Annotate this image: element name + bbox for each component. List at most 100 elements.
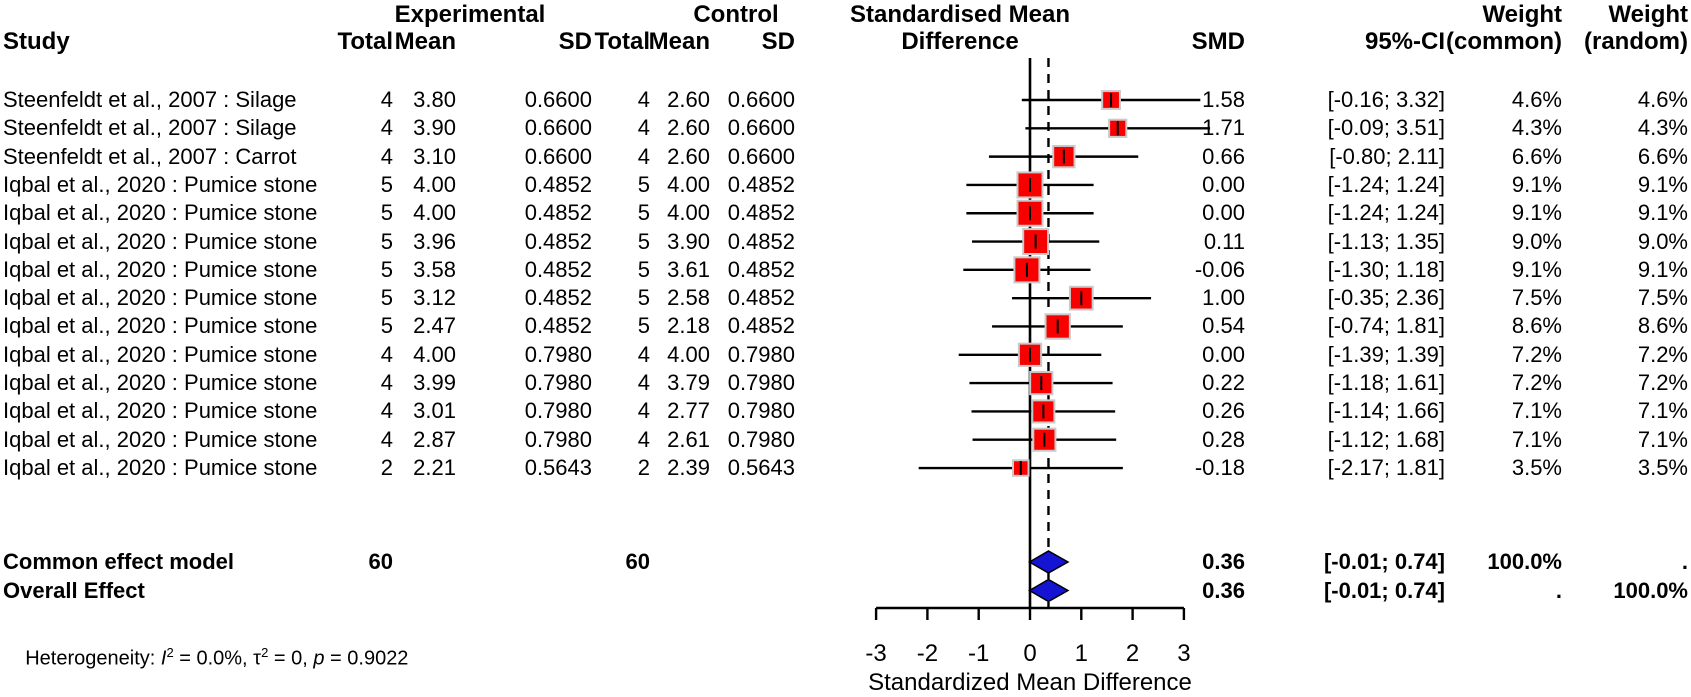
x-axis-tick-label: 1 bbox=[1075, 640, 1088, 667]
row-value-exp-mean: 3.90 bbox=[413, 115, 456, 141]
study-label: Iqbal et al., 2020 : Pumice stone bbox=[3, 200, 318, 226]
p-symbol: p bbox=[313, 647, 325, 670]
i-squared-value: = 0.0%, bbox=[173, 647, 254, 670]
row-value-ctl-total: 4 bbox=[637, 143, 650, 169]
x-axis-tick-label: -1 bbox=[968, 640, 989, 667]
col-header-weight-common-line2: (common) bbox=[1446, 28, 1562, 55]
row-value-exp-total: 4 bbox=[380, 426, 393, 452]
row-value-ci-text: [-1.24; 1.24] bbox=[1327, 171, 1445, 197]
row-value-w-random: 8.6% bbox=[1637, 313, 1688, 339]
row-value-exp-total: 2 bbox=[380, 455, 393, 481]
row-value-w-common: 7.2% bbox=[1511, 341, 1562, 367]
col-header-smd: SMD bbox=[1191, 28, 1245, 55]
row-value-exp-total: 5 bbox=[380, 200, 393, 226]
row-value-ctl-sd: 0.4852 bbox=[727, 228, 795, 254]
row-value-ci-text: [-1.30; 1.18] bbox=[1327, 256, 1445, 282]
row-value-ctl-sd: 0.5643 bbox=[727, 455, 795, 481]
row-value-w-random: 4.3% bbox=[1637, 115, 1688, 141]
row-value-ctl-mean: 2.58 bbox=[667, 285, 710, 311]
row-value-ctl-total: 5 bbox=[637, 200, 650, 226]
row-value-w-random: 7.1% bbox=[1637, 398, 1688, 424]
row-value-ctl-sd: 0.6600 bbox=[727, 87, 795, 112]
study-label: Iqbal et al., 2020 : Pumice stone bbox=[3, 285, 318, 311]
row-value-ctl-sd: 0.6600 bbox=[727, 115, 795, 141]
study-label: Iqbal et al., 2020 : Pumice stone bbox=[3, 228, 318, 254]
row-value-ctl-mean: 4.00 bbox=[667, 341, 710, 367]
row-value-ctl-mean: 3.79 bbox=[667, 370, 710, 396]
summary-value-exp-total: 60 bbox=[368, 549, 393, 574]
row-value-w-common: 8.6% bbox=[1511, 313, 1562, 339]
row-value-ctl-total: 4 bbox=[637, 87, 650, 112]
row-value-ctl-total: 5 bbox=[637, 285, 650, 311]
row-value-w-random: 9.1% bbox=[1637, 171, 1688, 197]
summary-value-w-common: 100.0% bbox=[1487, 549, 1562, 574]
row-value-exp-total: 5 bbox=[380, 313, 393, 339]
study-label: Iqbal et al., 2020 : Pumice stone bbox=[3, 370, 318, 396]
row-value-exp-sd: 0.7980 bbox=[524, 370, 592, 396]
x-axis-tick-label: 0 bbox=[1023, 640, 1036, 667]
row-value-w-common: 9.1% bbox=[1511, 171, 1562, 197]
row-value-exp-total: 5 bbox=[380, 171, 393, 197]
row-value-ctl-mean: 3.61 bbox=[667, 256, 710, 282]
row-value-exp-total: 4 bbox=[380, 341, 393, 367]
row-value-ctl-total: 5 bbox=[637, 228, 650, 254]
row-value-w-random: 3.5% bbox=[1637, 455, 1688, 481]
x-axis-title: Standardized Mean Difference bbox=[868, 669, 1192, 696]
summary-value-ci-text: [-0.01; 0.74] bbox=[1323, 549, 1445, 574]
row-value-ci-text: [-1.24; 1.24] bbox=[1327, 200, 1445, 226]
row-value-exp-sd: 0.7980 bbox=[524, 398, 592, 424]
row-value-exp-mean: 3.10 bbox=[413, 143, 456, 169]
row-value-smd-text: 0.54 bbox=[1202, 313, 1245, 339]
row-value-w-random: 9.1% bbox=[1637, 200, 1688, 226]
summary-value-smd-text: 0.36 bbox=[1202, 577, 1245, 603]
row-value-exp-total: 5 bbox=[380, 256, 393, 282]
row-value-w-common: 9.1% bbox=[1511, 200, 1562, 226]
row-value-ctl-sd: 0.6600 bbox=[727, 143, 795, 169]
row-value-ci-text: [-0.09; 3.51] bbox=[1327, 115, 1445, 141]
col-header-exp-sd: SD bbox=[558, 28, 592, 55]
col-header-ctl-mean: Mean bbox=[648, 28, 710, 55]
effect-square bbox=[1022, 228, 1050, 256]
row-value-ctl-sd: 0.4852 bbox=[727, 285, 795, 311]
row-value-exp-mean: 3.01 bbox=[413, 398, 456, 424]
study-label: Iqbal et al., 2020 : Pumice stone bbox=[3, 398, 318, 424]
row-value-smd-text: -0.06 bbox=[1194, 256, 1245, 282]
study-label: Iqbal et al., 2020 : Pumice stone bbox=[3, 341, 318, 367]
row-value-exp-sd: 0.6600 bbox=[524, 115, 592, 141]
col-header-ctl-sd: SD bbox=[761, 28, 795, 55]
row-value-exp-mean: 4.00 bbox=[413, 341, 456, 367]
x-axis-tick-label: 3 bbox=[1177, 640, 1190, 667]
row-value-ctl-total: 5 bbox=[637, 256, 650, 282]
row-value-smd-text: 0.22 bbox=[1202, 370, 1245, 396]
row-value-w-common: 6.6% bbox=[1511, 143, 1562, 169]
row-value-ctl-mean: 2.61 bbox=[667, 426, 710, 452]
row-value-ctl-total: 5 bbox=[637, 313, 650, 339]
row-value-ctl-sd: 0.4852 bbox=[727, 313, 795, 339]
summary-value-w-random: 100.0% bbox=[1613, 577, 1688, 603]
row-value-exp-mean: 2.87 bbox=[413, 426, 456, 452]
row-value-w-random: 7.5% bbox=[1637, 285, 1688, 311]
row-value-ctl-mean: 4.00 bbox=[667, 200, 710, 226]
row-value-w-random: 9.0% bbox=[1637, 228, 1688, 254]
row-value-exp-total: 5 bbox=[380, 285, 393, 311]
row-value-ctl-sd: 0.7980 bbox=[727, 398, 795, 424]
row-value-exp-sd: 0.4852 bbox=[524, 200, 592, 226]
i-squared-symbol: I bbox=[160, 647, 167, 670]
overall-effect-diamond bbox=[1027, 578, 1070, 603]
row-value-ctl-sd: 0.4852 bbox=[727, 256, 795, 282]
tau-squared-exponent: 2 bbox=[261, 645, 269, 660]
row-value-ctl-total: 4 bbox=[637, 426, 650, 452]
row-value-exp-mean: 3.99 bbox=[413, 370, 456, 396]
row-value-ci-text: [-1.18; 1.61] bbox=[1327, 370, 1445, 396]
tau-squared-value: = 0, bbox=[268, 647, 314, 670]
row-value-ctl-total: 4 bbox=[637, 115, 650, 141]
row-value-exp-total: 4 bbox=[380, 370, 393, 396]
x-axis-tick-label: -2 bbox=[917, 640, 938, 667]
row-value-w-random: 7.1% bbox=[1637, 426, 1688, 452]
row-value-w-common: 4.6% bbox=[1511, 87, 1562, 112]
col-header-effect-line2: Difference bbox=[901, 28, 1019, 55]
row-value-w-common: 3.5% bbox=[1511, 455, 1562, 481]
row-value-ci-text: [-0.80; 2.11] bbox=[1329, 143, 1445, 169]
summary-value-ctl-total: 60 bbox=[625, 549, 650, 574]
